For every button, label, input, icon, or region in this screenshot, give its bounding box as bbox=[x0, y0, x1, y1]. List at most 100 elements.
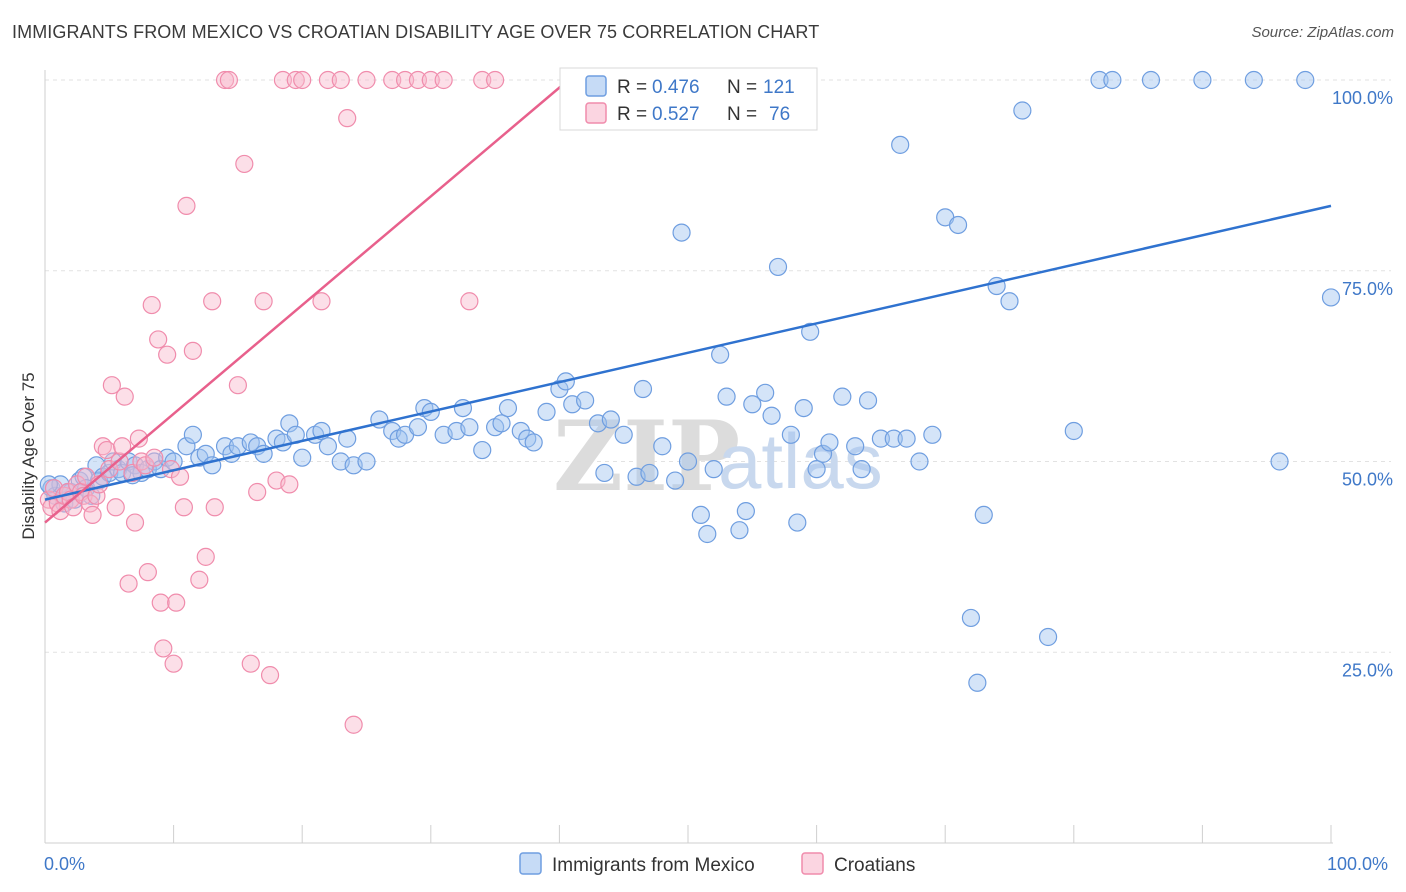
mexico-point-108 bbox=[910, 452, 929, 471]
mexico-point-122 bbox=[1141, 70, 1161, 90]
croatians-point-62 bbox=[312, 292, 331, 311]
y-tick-label-2: 75.0% bbox=[1342, 279, 1393, 299]
mexico-point-116 bbox=[1000, 292, 1019, 311]
mexico-point-70 bbox=[576, 391, 595, 410]
grid-lines bbox=[45, 79, 1391, 653]
mexico-point-43 bbox=[318, 437, 338, 456]
croatians-point-25 bbox=[119, 574, 138, 593]
mexico-point-77 bbox=[640, 463, 659, 483]
legend-swatch-mexico bbox=[519, 852, 542, 875]
y-tick-labels: 25.0% 50.0% 75.0% 100.0% bbox=[1332, 88, 1393, 680]
mexico-point-98 bbox=[813, 444, 833, 463]
mexico-point-87 bbox=[730, 521, 749, 540]
stats-legend-n-label-croatians: N = bbox=[727, 104, 757, 125]
mexico-point-95 bbox=[794, 398, 813, 418]
legend-label-croatians: Croatians bbox=[834, 855, 915, 876]
x-axis-ticks bbox=[44, 825, 1332, 843]
stats-legend-n-value-croatians: 76 bbox=[769, 104, 790, 125]
mexico-point-30 bbox=[215, 437, 235, 456]
mexico-point-38 bbox=[280, 414, 299, 433]
mexico-point-81 bbox=[678, 452, 698, 471]
mexico-point-109 bbox=[923, 425, 942, 444]
croatians-point-23 bbox=[113, 437, 132, 456]
mexico-point-118 bbox=[1038, 627, 1058, 647]
mexico-point-127 bbox=[1321, 288, 1341, 307]
mexico-point-58 bbox=[460, 418, 479, 437]
mexico-point-112 bbox=[961, 608, 981, 628]
mexico-point-100 bbox=[833, 387, 852, 406]
mexico-point-47 bbox=[357, 452, 376, 471]
mexico-point-107 bbox=[897, 429, 916, 448]
mexico-point-104 bbox=[871, 429, 891, 448]
legend-swatch-croatians bbox=[801, 852, 824, 875]
mexico-point-40 bbox=[293, 448, 312, 467]
croatians-point-72 bbox=[434, 70, 453, 90]
mexico-point-103 bbox=[858, 391, 878, 410]
mexico-point-59 bbox=[473, 440, 492, 460]
croatians-point-54 bbox=[248, 482, 267, 502]
mexico-point-90 bbox=[756, 383, 775, 402]
croatians-point-45 bbox=[190, 570, 209, 589]
stats-legend-r-label-croatians: R = bbox=[617, 104, 647, 125]
series-legend: Immigrants from Mexico Croatians bbox=[519, 852, 915, 876]
croatians-point-60 bbox=[286, 70, 305, 90]
watermark-zip: ZIP bbox=[553, 400, 740, 513]
y-axis-title: Disability Age Over 75 bbox=[19, 372, 38, 539]
croatians-point-63 bbox=[318, 70, 338, 90]
mexico-point-106 bbox=[891, 135, 910, 154]
croatians-point-68 bbox=[383, 70, 402, 90]
mexico-point-99 bbox=[820, 433, 839, 452]
croatians-point-24 bbox=[115, 387, 134, 406]
croatians-point-66 bbox=[344, 715, 363, 734]
croatians-point-32 bbox=[142, 295, 161, 315]
mexico-point-102 bbox=[852, 460, 871, 479]
mexico-point-97 bbox=[807, 460, 826, 479]
croatians-point-46 bbox=[196, 547, 215, 566]
croatians-point-27 bbox=[125, 513, 145, 532]
stats-legend-r-label-mexico: R = bbox=[617, 77, 647, 98]
watermark-atlas: atlas bbox=[718, 417, 883, 505]
croatians-point-36 bbox=[154, 639, 173, 658]
y-tick-label-1: 50.0% bbox=[1342, 470, 1393, 490]
mexico-point-113 bbox=[968, 673, 987, 692]
mexico-point-114 bbox=[974, 505, 993, 525]
croatians-point-70 bbox=[408, 70, 428, 90]
mexico-point-84 bbox=[704, 460, 723, 479]
mexico-point-92 bbox=[768, 257, 788, 277]
croatians-point-48 bbox=[205, 498, 224, 517]
croatians-point-35 bbox=[151, 593, 170, 612]
croatians-point-39 bbox=[164, 654, 183, 673]
stats-legend: R = 0.476 N = 121 R = 0.527 N = 76 bbox=[559, 67, 818, 131]
mexico-point-96 bbox=[801, 322, 820, 341]
croatians-point-31 bbox=[138, 563, 157, 582]
stats-legend-n-value-mexico: 121 bbox=[763, 77, 795, 98]
stats-legend-swatch-croatians bbox=[585, 102, 607, 124]
mexico-point-124 bbox=[1244, 70, 1263, 90]
croatians-point-33 bbox=[145, 448, 164, 467]
croatians-point-71 bbox=[421, 70, 440, 90]
mexico-point-61 bbox=[492, 414, 511, 433]
mexico-point-94 bbox=[788, 513, 807, 532]
mexico-point-89 bbox=[743, 395, 762, 414]
croatians-point-73 bbox=[460, 292, 479, 311]
mexico-point-86 bbox=[717, 387, 736, 406]
mexico-point-85 bbox=[711, 345, 730, 364]
y-tick-label-3: 100.0% bbox=[1332, 88, 1393, 108]
mexico-point-13 bbox=[100, 463, 119, 483]
croatians-point-49 bbox=[215, 70, 235, 90]
mexico-point-63 bbox=[511, 421, 530, 441]
croatians-point-37 bbox=[158, 345, 177, 364]
mexico-point-25 bbox=[177, 437, 196, 456]
mexico-point-72 bbox=[595, 463, 614, 483]
croatians-point-51 bbox=[228, 376, 247, 395]
croatians-point-56 bbox=[260, 666, 280, 685]
mexico-point-62 bbox=[498, 398, 518, 418]
mexico-point-76 bbox=[633, 379, 653, 399]
croatians-point-58 bbox=[273, 70, 293, 90]
trend-lines bbox=[44, 79, 1332, 524]
stats-legend-r-value-mexico: 0.476 bbox=[652, 77, 700, 98]
data-points bbox=[39, 70, 1341, 734]
mexico-point-26 bbox=[183, 425, 202, 444]
mexico-point-126 bbox=[1296, 70, 1315, 90]
mexico-point-78 bbox=[653, 437, 672, 456]
